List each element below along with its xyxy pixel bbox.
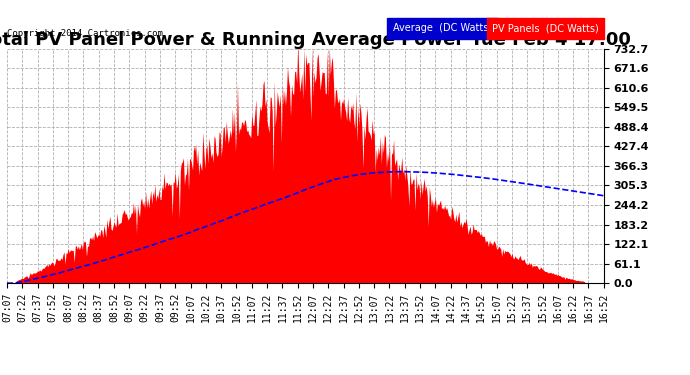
Title: Total PV Panel Power & Running Average Power Tue Feb 4 17:00: Total PV Panel Power & Running Average P…: [0, 31, 631, 49]
Text: Copyright 2014 Cartronics.com: Copyright 2014 Cartronics.com: [7, 28, 163, 38]
Legend: Average  (DC Watts), PV Panels  (DC Watts): Average (DC Watts), PV Panels (DC Watts): [393, 23, 599, 33]
